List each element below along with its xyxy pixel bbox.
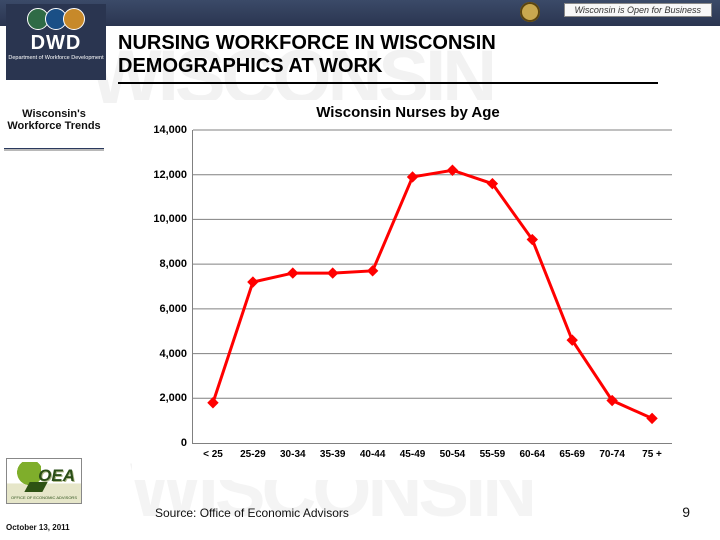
title-underline bbox=[118, 82, 658, 84]
x-tick-label: 70-74 bbox=[599, 449, 625, 460]
y-tick-label: 10,000 bbox=[153, 213, 187, 225]
sidebar-title: Wisconsin's Workforce Trends bbox=[0, 94, 108, 148]
x-tick-label: 65-69 bbox=[559, 449, 585, 460]
x-tick-label: 30-34 bbox=[280, 449, 306, 460]
x-tick-label: 35-39 bbox=[320, 449, 346, 460]
title-line-2: DEMOGRAPHICS AT WORK bbox=[118, 55, 708, 78]
logo-circle-3-icon bbox=[63, 8, 85, 30]
dwd-logo-text: DWD bbox=[6, 32, 106, 55]
x-tick-label: < 25 bbox=[203, 449, 223, 460]
y-tick-label: 8,000 bbox=[159, 258, 187, 270]
state-seal-icon bbox=[520, 2, 540, 22]
top-bar: Wisconsin is Open for Business bbox=[0, 0, 720, 26]
leaf-icon bbox=[13, 462, 41, 488]
x-tick-label: 55-59 bbox=[480, 449, 506, 460]
y-tick-label: 14,000 bbox=[153, 124, 187, 136]
page-number: 9 bbox=[682, 504, 690, 520]
page-title: NURSING WORKFORCE IN WISCONSIN DEMOGRAPH… bbox=[118, 32, 708, 84]
x-tick-label: 25-29 bbox=[240, 449, 266, 460]
oea-fullname: OFFICE OF ECONOMIC ADVISORS bbox=[7, 495, 81, 500]
y-tick-label: 12,000 bbox=[153, 169, 187, 181]
chart-container: Wisconsin Nurses by Age 02,0004,0006,000… bbox=[132, 100, 684, 480]
x-tick-label: 45-49 bbox=[400, 449, 426, 460]
title-line-1: NURSING WORKFORCE IN WISCONSIN bbox=[118, 32, 708, 55]
x-tick-label: 60-64 bbox=[519, 449, 545, 460]
oea-logo: OEA OFFICE OF ECONOMIC ADVISORS bbox=[6, 458, 82, 504]
footer-date: October 13, 2011 bbox=[6, 523, 70, 532]
chart-title: Wisconsin Nurses by Age bbox=[132, 100, 684, 127]
y-tick-label: 4,000 bbox=[159, 348, 187, 360]
sidebar-divider bbox=[4, 148, 104, 151]
y-tick-label: 2,000 bbox=[159, 392, 187, 404]
oea-acronym: OEA bbox=[38, 466, 75, 486]
y-tick-label: 0 bbox=[181, 437, 187, 449]
x-tick-label: 50-54 bbox=[440, 449, 466, 460]
x-tick-label: 75 + bbox=[642, 449, 662, 460]
logo-circles-icon bbox=[6, 4, 106, 30]
source-text: Source: Office of Economic Advisors bbox=[155, 506, 349, 520]
tagline: Wisconsin is Open for Business bbox=[564, 3, 712, 17]
x-tick-label: 40-44 bbox=[360, 449, 386, 460]
dwd-logo: DWD Department of Workforce Development bbox=[6, 4, 106, 80]
chart-plot-area: 02,0004,0006,0008,00010,00012,00014,000<… bbox=[192, 130, 672, 444]
y-tick-label: 6,000 bbox=[159, 303, 187, 315]
dwd-logo-subtext: Department of Workforce Development bbox=[6, 55, 106, 61]
